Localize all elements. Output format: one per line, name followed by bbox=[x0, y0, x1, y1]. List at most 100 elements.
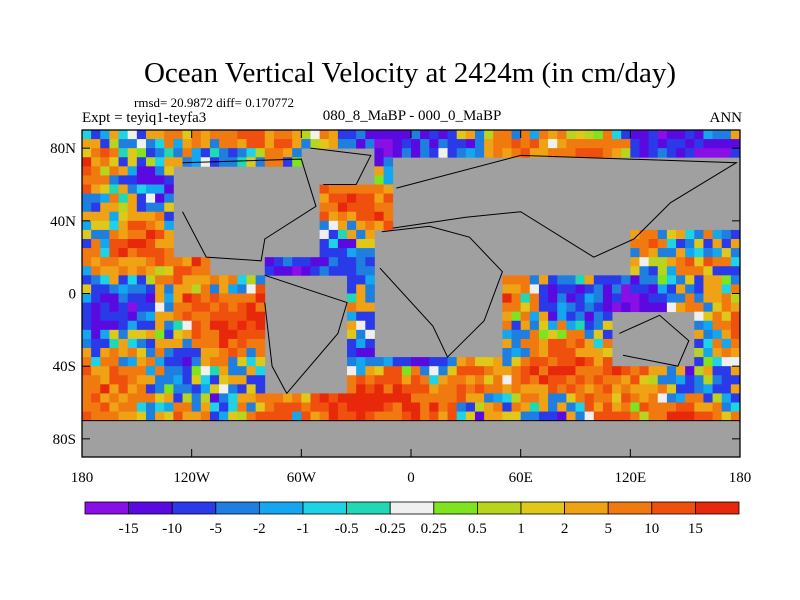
field-cell bbox=[411, 375, 421, 385]
field-cell bbox=[511, 402, 522, 412]
field-cell bbox=[347, 211, 357, 222]
field-cell bbox=[337, 139, 348, 149]
x-tick-label: 60E bbox=[509, 470, 533, 486]
field-cell bbox=[283, 148, 293, 158]
field-cell bbox=[429, 384, 439, 394]
field-cell bbox=[374, 184, 384, 194]
field-cell bbox=[155, 320, 165, 331]
field-cell bbox=[164, 402, 174, 412]
field-cell bbox=[538, 366, 549, 376]
field-cell bbox=[566, 329, 576, 340]
field-cell bbox=[328, 239, 339, 249]
field-cell bbox=[155, 338, 165, 349]
field-cell bbox=[511, 320, 522, 331]
field-cell bbox=[155, 257, 165, 267]
field-cell bbox=[721, 366, 732, 376]
field-cell bbox=[100, 220, 110, 231]
field-cell bbox=[347, 411, 357, 422]
field-cell bbox=[447, 384, 458, 394]
field-cell bbox=[356, 393, 366, 403]
field-cell bbox=[310, 393, 321, 403]
field-cell bbox=[356, 248, 366, 258]
field-cell bbox=[255, 338, 266, 349]
field-cell bbox=[100, 338, 110, 349]
field-cell bbox=[273, 130, 284, 140]
field-cell bbox=[356, 139, 366, 149]
field-cell bbox=[219, 348, 229, 358]
field-cell bbox=[676, 266, 686, 276]
field-cell bbox=[155, 148, 165, 158]
field-cell bbox=[685, 302, 695, 313]
field-cell bbox=[264, 148, 275, 158]
field-cell bbox=[127, 375, 138, 385]
field-cell bbox=[100, 157, 110, 167]
field-cell bbox=[621, 284, 631, 294]
field-cell bbox=[209, 284, 220, 294]
field-cell bbox=[237, 402, 247, 412]
field-cell bbox=[529, 275, 540, 285]
field-cell bbox=[127, 402, 138, 412]
field-cell bbox=[292, 130, 302, 140]
colorbar-swatch bbox=[695, 501, 740, 515]
colorbar-label: -15 bbox=[119, 521, 139, 537]
field-cell bbox=[557, 411, 567, 422]
field-cell bbox=[548, 293, 558, 303]
field-cell bbox=[164, 166, 174, 176]
field-cell bbox=[502, 275, 512, 285]
field-cell bbox=[657, 257, 668, 267]
field-cell bbox=[356, 211, 366, 222]
field-cell bbox=[118, 320, 129, 331]
field-cell bbox=[520, 329, 531, 340]
field-cell bbox=[246, 275, 257, 285]
field-cell bbox=[136, 139, 147, 149]
field-cell bbox=[164, 266, 174, 276]
field-cell bbox=[584, 411, 595, 422]
field-cell bbox=[557, 338, 567, 349]
field-cell bbox=[474, 375, 485, 385]
field-cell bbox=[365, 293, 375, 303]
field-cell bbox=[91, 302, 101, 313]
field-cell bbox=[721, 338, 732, 349]
field-cell bbox=[511, 302, 522, 313]
field-cell bbox=[538, 130, 549, 140]
field-cell bbox=[182, 375, 193, 385]
field-cell bbox=[209, 302, 220, 313]
field-cell bbox=[209, 366, 220, 376]
field-cell bbox=[502, 384, 512, 394]
field-cell bbox=[100, 402, 110, 412]
field-cell bbox=[712, 384, 723, 394]
field-cell bbox=[401, 139, 412, 149]
field-cell bbox=[383, 139, 394, 149]
field-cell bbox=[100, 384, 110, 394]
field-cell bbox=[145, 139, 156, 149]
field-cell bbox=[566, 148, 576, 158]
field-cell bbox=[730, 357, 741, 367]
field-cell bbox=[703, 338, 713, 349]
field-cell bbox=[237, 320, 247, 331]
field-cell bbox=[648, 393, 659, 403]
field-cell bbox=[676, 257, 686, 267]
field-cell bbox=[648, 130, 659, 140]
field-cell bbox=[630, 266, 640, 276]
field-cell bbox=[173, 366, 183, 376]
field-cell bbox=[411, 366, 421, 376]
colorbar-label: 0.25 bbox=[421, 521, 447, 537]
coastline bbox=[264, 274, 348, 395]
field-cell bbox=[484, 366, 494, 376]
field-cell bbox=[127, 366, 138, 376]
field-cell bbox=[182, 302, 193, 313]
field-cell bbox=[365, 329, 375, 340]
field-cell bbox=[648, 402, 659, 412]
field-cell bbox=[91, 293, 101, 303]
field-cell bbox=[109, 148, 119, 158]
field-cell bbox=[328, 139, 339, 149]
field-cell bbox=[657, 366, 668, 376]
field-cell bbox=[648, 229, 659, 240]
field-cell bbox=[447, 148, 458, 158]
field-cell bbox=[593, 329, 604, 340]
field-cell bbox=[255, 275, 266, 285]
field-cell bbox=[100, 348, 110, 358]
field-cell bbox=[474, 402, 485, 412]
field-cell bbox=[557, 320, 567, 331]
field-cell bbox=[255, 375, 266, 385]
